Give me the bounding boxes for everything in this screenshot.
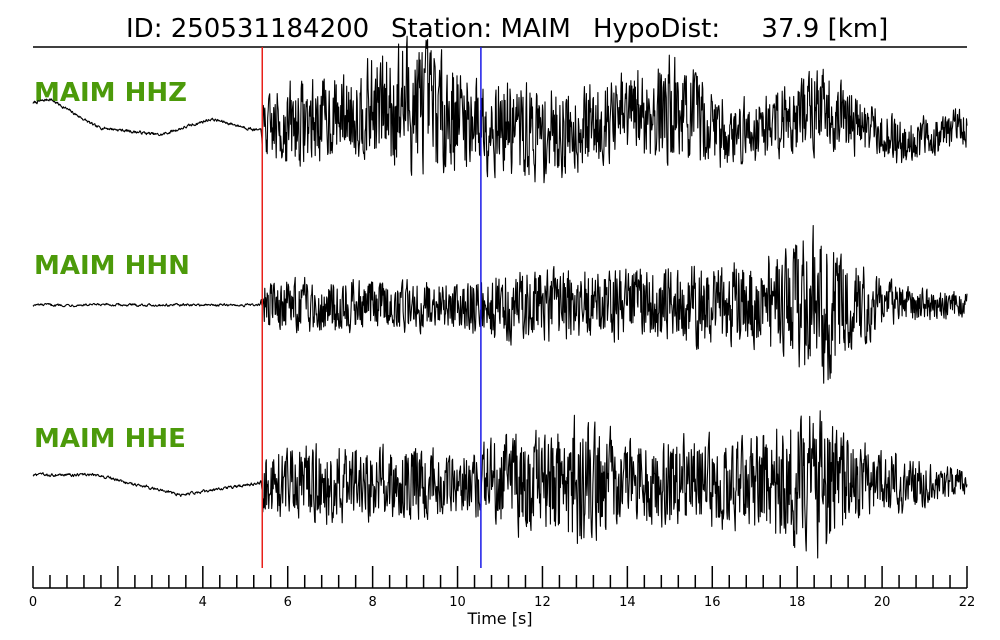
x-tick-label: 14 [619, 595, 636, 610]
x-tick-label: 12 [534, 595, 551, 610]
x-tick-label: 22 [959, 595, 976, 610]
x-tick-label: 6 [284, 595, 292, 610]
x-tick-label: 18 [789, 595, 806, 610]
chart-title: ID: 250531184200 Station: MAIM HypoDist:… [126, 14, 888, 44]
x-tick-label: 0 [29, 595, 37, 610]
x-tick-label: 8 [368, 595, 376, 610]
channel-label-hhe: MAIM HHE [34, 424, 186, 454]
trace-maim-hhz [32, 35, 968, 184]
station-text: Station: MAIM [391, 14, 571, 44]
channel-label-hhn: MAIM HHN [34, 251, 190, 281]
x-tick-label: 16 [704, 595, 721, 610]
waveform-traces [32, 35, 968, 559]
x-tick-label: 4 [199, 595, 207, 610]
phase-picks [261, 47, 482, 568]
event-id-text: ID: 250531184200 [126, 14, 369, 44]
x-tick-label: 10 [449, 595, 466, 610]
time-axis: 0 2 4 6 8 10 12 14 16 18 20 22 [29, 566, 975, 610]
x-tick-label: 20 [874, 595, 891, 610]
hypodist-text: HypoDist: 37.9 [km] [593, 14, 888, 44]
channel-label-hhz: MAIM HHZ [34, 78, 187, 108]
x-axis-label: Time [s] [466, 609, 532, 628]
trace-maim-hhe [32, 410, 968, 559]
x-tick-label: 2 [114, 595, 122, 610]
trace-maim-hhn [32, 224, 968, 384]
